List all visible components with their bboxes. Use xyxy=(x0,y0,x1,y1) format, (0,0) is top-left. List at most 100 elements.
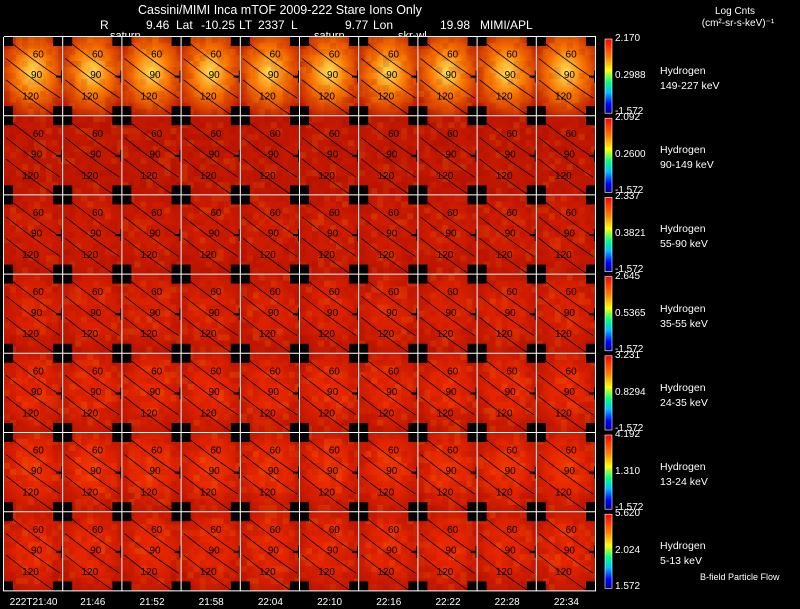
pixel-noise xyxy=(229,334,236,341)
pixel-noise xyxy=(389,505,396,511)
corner-mask xyxy=(290,37,299,46)
pixel-noise xyxy=(128,103,135,109)
corner-mask xyxy=(4,353,13,363)
pixel-noise xyxy=(519,377,526,384)
contour-label: 120 xyxy=(318,408,335,419)
pixel-noise xyxy=(223,158,230,165)
pixel-noise xyxy=(146,340,153,347)
pixel-noise xyxy=(93,505,100,511)
pixel-noise xyxy=(93,140,100,147)
pixel-noise xyxy=(99,298,106,305)
pixel-noise xyxy=(282,280,289,287)
pixel-noise xyxy=(217,152,224,159)
panel-background xyxy=(181,274,240,353)
pixel-noise xyxy=(359,219,366,226)
pixel-noise xyxy=(229,401,236,408)
pixel-noise xyxy=(52,286,58,293)
pixel-noise xyxy=(217,433,224,439)
pixel-noise xyxy=(181,128,188,135)
contour-label: 120 xyxy=(555,171,572,182)
pixel-noise xyxy=(69,334,76,341)
pixel-noise xyxy=(365,334,372,341)
pixel-noise xyxy=(424,365,431,372)
pixel-noise xyxy=(93,359,100,366)
contour-label: 90 xyxy=(31,70,43,81)
pixel-noise xyxy=(134,188,141,195)
pixel-noise xyxy=(63,158,70,165)
pixel-noise xyxy=(75,67,82,73)
pixel-noise xyxy=(270,49,277,55)
pixel-noise xyxy=(401,158,408,165)
pixel-noise xyxy=(383,170,390,177)
pixel-noise xyxy=(377,481,384,487)
pixel-noise xyxy=(199,176,206,183)
pixel-noise xyxy=(348,49,354,55)
pixel-noise xyxy=(371,457,378,463)
pixel-noise xyxy=(252,310,259,317)
pixel-noise xyxy=(28,182,34,189)
pixel-noise xyxy=(395,176,402,183)
pixel-noise xyxy=(507,67,514,73)
pixel-noise xyxy=(229,158,236,165)
pixel-noise xyxy=(548,97,555,103)
pixel-noise xyxy=(501,128,508,135)
contour-label: 60 xyxy=(566,287,578,298)
pixel-noise xyxy=(111,243,118,250)
pixel-noise xyxy=(205,49,212,55)
panel-background xyxy=(181,37,240,116)
pixel-noise xyxy=(495,261,502,268)
pixel-noise xyxy=(46,213,52,220)
pixel-noise xyxy=(264,353,271,360)
contour-label: 60 xyxy=(33,129,45,140)
pixel-noise xyxy=(111,164,118,171)
pixel-noise xyxy=(152,140,159,147)
pixel-noise xyxy=(58,140,63,147)
pixel-noise xyxy=(10,207,16,214)
pixel-noise xyxy=(466,91,473,97)
pixel-noise xyxy=(211,286,218,293)
pixel-noise xyxy=(288,231,295,238)
pixel-noise xyxy=(330,213,336,220)
pixel-noise xyxy=(377,195,384,202)
pixel-noise xyxy=(146,419,153,426)
pixel-noise xyxy=(342,176,348,183)
pixel-noise xyxy=(407,481,414,487)
pixel-noise xyxy=(52,73,58,79)
pixel-noise xyxy=(28,103,34,109)
pixel-noise xyxy=(395,128,402,135)
pixel-noise xyxy=(87,85,94,91)
pixel-noise xyxy=(342,439,348,445)
pixel-noise xyxy=(554,310,561,317)
pixel-noise xyxy=(223,328,230,335)
pixel-noise xyxy=(312,213,318,220)
pixel-noise xyxy=(401,433,408,439)
pixel-noise xyxy=(466,413,473,420)
pixel-noise xyxy=(93,73,100,79)
pixel-noise xyxy=(22,419,28,426)
pixel-noise xyxy=(93,188,100,195)
corner-mask xyxy=(467,502,477,512)
pixel-noise xyxy=(93,249,100,256)
pixel-noise xyxy=(205,207,212,214)
pixel-noise xyxy=(318,439,324,445)
pixel-noise xyxy=(430,310,437,317)
pixel-noise xyxy=(395,225,402,232)
pixel-noise xyxy=(389,249,396,256)
pixel-noise xyxy=(401,316,408,323)
pixel-noise xyxy=(442,140,449,147)
pixel-noise xyxy=(507,213,514,220)
pixel-noise xyxy=(389,225,396,232)
corner-mask xyxy=(181,433,191,442)
pixel-noise xyxy=(454,413,461,420)
pixel-noise xyxy=(578,140,585,147)
pixel-noise xyxy=(282,43,289,49)
contour-label: 90 xyxy=(31,466,43,477)
pixel-noise xyxy=(181,292,188,299)
pixel-noise xyxy=(324,91,330,97)
pixel-noise xyxy=(413,176,418,183)
pixel-noise xyxy=(507,225,514,232)
